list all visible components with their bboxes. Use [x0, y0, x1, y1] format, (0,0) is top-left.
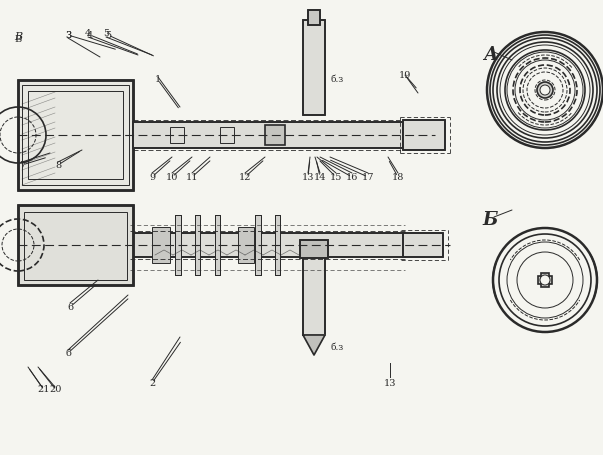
Bar [238, 227, 254, 263]
Polygon shape [303, 335, 325, 355]
Text: б.з: б.з [330, 76, 344, 85]
Text: 4: 4 [87, 30, 93, 40]
Text: б.з: б.з [330, 343, 344, 352]
Bar [303, 20, 325, 115]
Bar [18, 80, 133, 190]
Text: 19: 19 [399, 71, 411, 80]
Bar [275, 215, 280, 275]
Bar [22, 85, 129, 185]
Bar [18, 205, 133, 285]
Text: 9: 9 [149, 172, 155, 182]
Text: А: А [482, 46, 497, 64]
Bar [538, 276, 552, 284]
Text: 8: 8 [55, 161, 61, 170]
Bar [308, 10, 320, 25]
Bar [303, 255, 325, 335]
Bar [403, 120, 445, 150]
Text: 5: 5 [103, 29, 109, 37]
Bar [175, 215, 181, 275]
Bar [303, 20, 325, 115]
Text: б: б [65, 349, 71, 358]
Text: 1: 1 [155, 76, 161, 85]
Bar [215, 215, 220, 275]
Circle shape [540, 275, 550, 285]
Bar [133, 122, 403, 148]
Bar [308, 10, 320, 25]
Text: 14: 14 [314, 172, 326, 182]
Bar [300, 240, 328, 258]
Text: 5: 5 [105, 30, 111, 40]
Bar [24, 212, 127, 280]
Text: 10: 10 [166, 172, 178, 182]
Bar [403, 233, 443, 257]
Bar [18, 80, 133, 190]
Bar [28, 91, 123, 179]
Bar [255, 215, 261, 275]
Text: 21: 21 [38, 385, 50, 394]
Text: 3: 3 [65, 30, 71, 40]
Bar [300, 240, 328, 258]
Text: 11: 11 [186, 172, 198, 182]
Circle shape [540, 85, 550, 95]
Text: 15: 15 [330, 172, 342, 182]
Text: 13: 13 [384, 379, 396, 388]
Bar [152, 227, 170, 263]
Bar [255, 215, 261, 275]
Text: В: В [14, 32, 22, 42]
Bar [215, 215, 220, 275]
Bar [220, 127, 234, 143]
Bar [275, 215, 280, 275]
Bar [130, 233, 405, 257]
Bar [175, 215, 181, 275]
Text: В: В [14, 35, 22, 45]
Text: 7: 7 [19, 161, 25, 170]
Text: 6: 6 [67, 303, 73, 312]
Text: 20: 20 [50, 385, 62, 394]
Bar [130, 233, 405, 257]
Bar [18, 205, 133, 285]
Bar [403, 120, 445, 150]
Text: 18: 18 [392, 172, 404, 182]
Text: 2: 2 [149, 379, 155, 388]
Bar [195, 215, 200, 275]
Bar [265, 125, 285, 145]
Text: 3: 3 [65, 30, 71, 40]
Bar [403, 233, 443, 257]
Text: 16: 16 [346, 172, 358, 182]
Text: 12: 12 [239, 172, 251, 182]
Bar [303, 255, 325, 335]
Text: 17: 17 [362, 172, 374, 182]
Bar [195, 215, 200, 275]
Bar [541, 273, 549, 287]
Circle shape [537, 82, 553, 98]
Text: Б: Б [482, 211, 497, 229]
Bar [170, 127, 184, 143]
Bar [133, 122, 403, 148]
Text: 4: 4 [85, 29, 91, 37]
Text: 13: 13 [302, 172, 314, 182]
